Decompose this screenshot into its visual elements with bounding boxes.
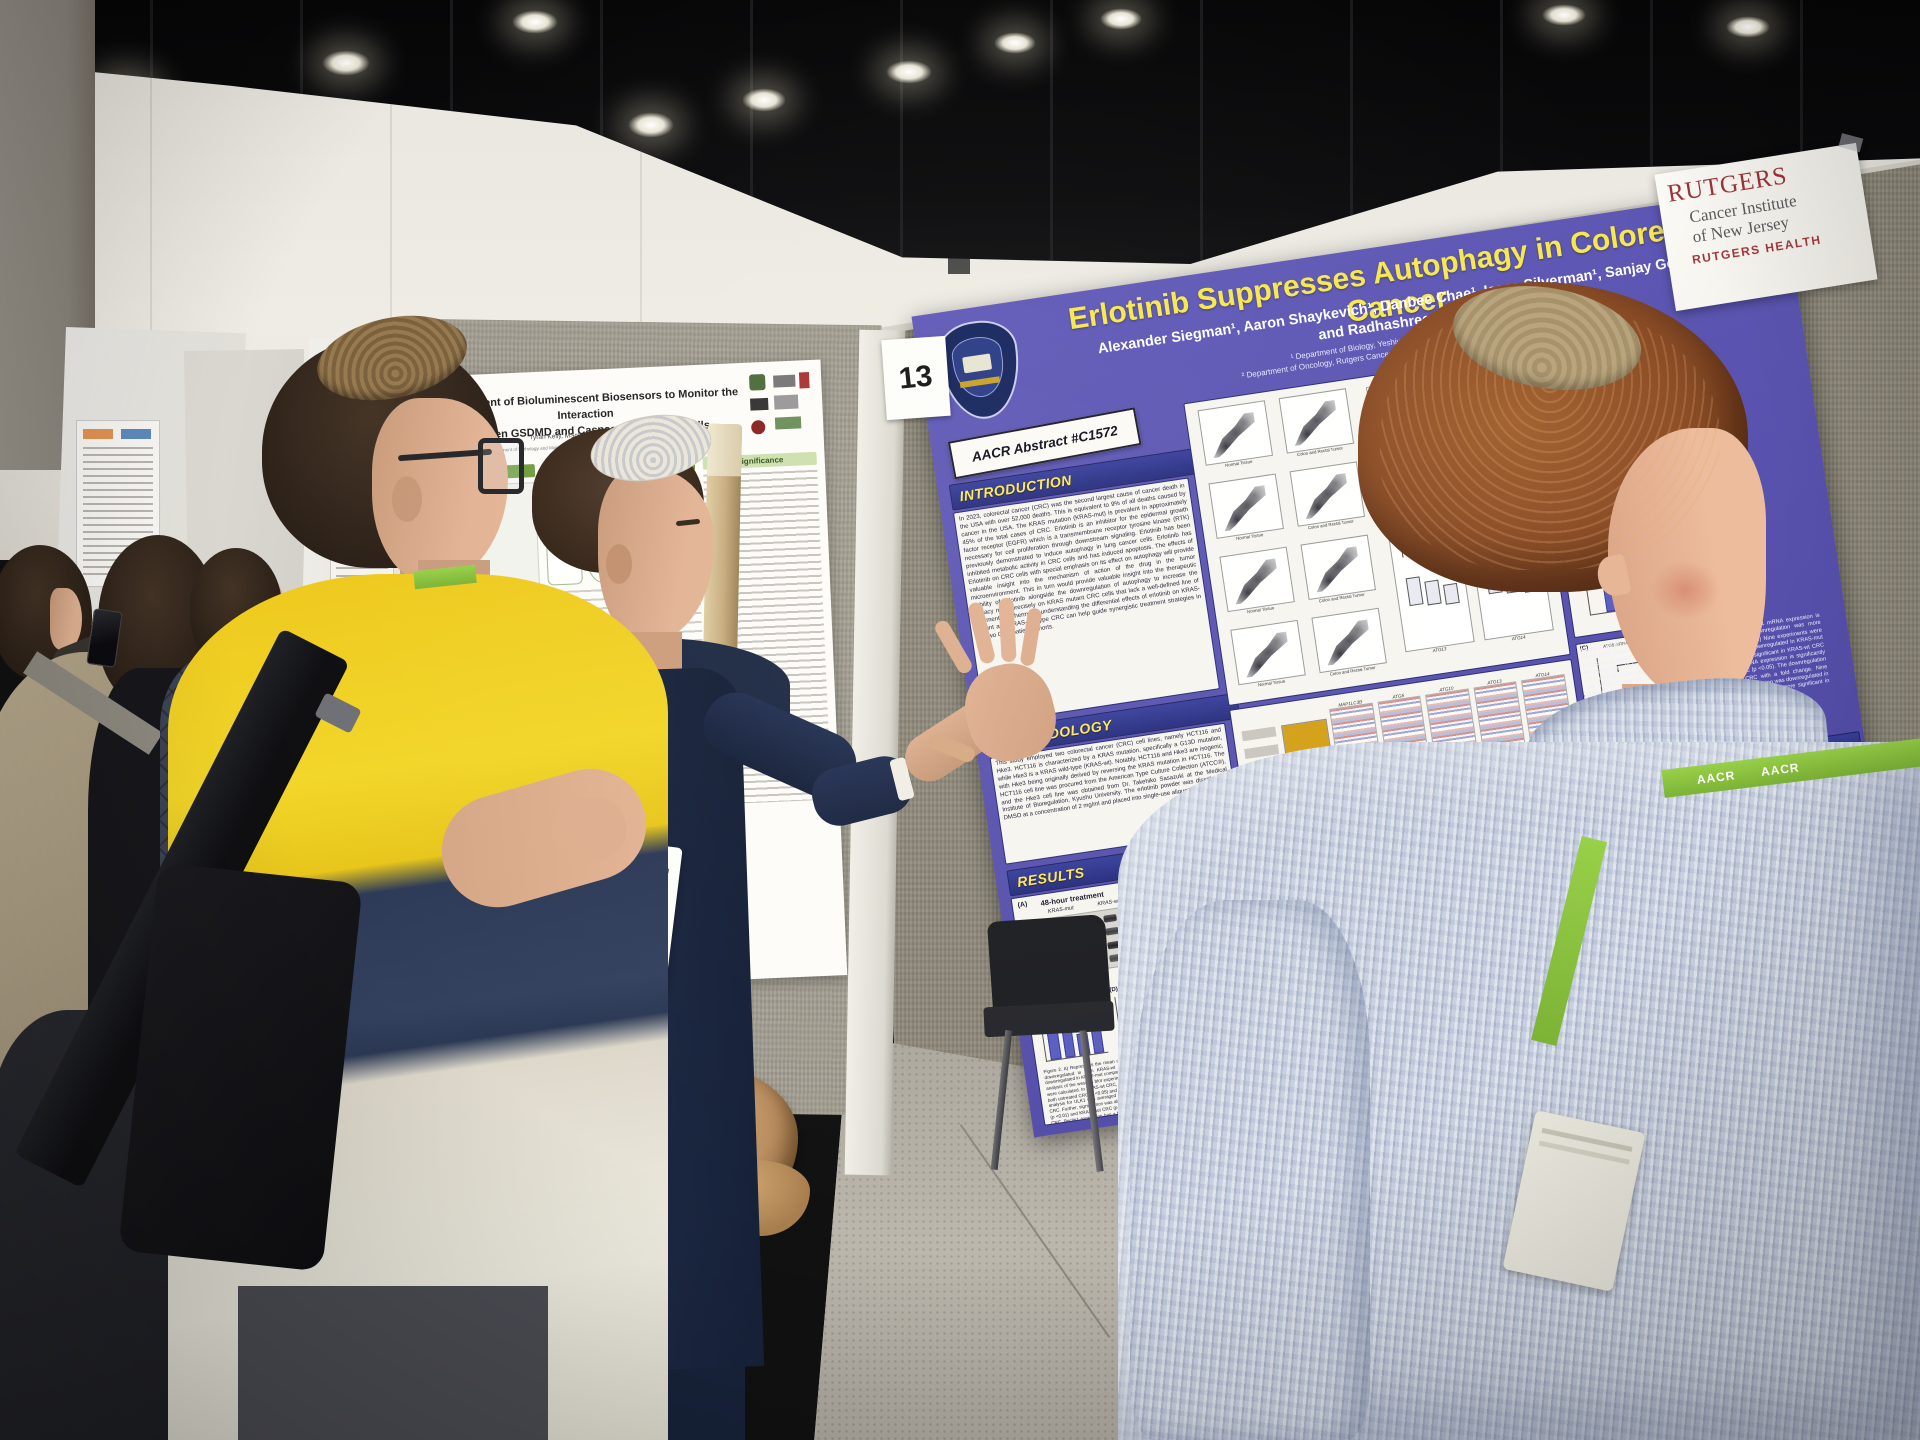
scatter-cell: Normal Tissue bbox=[1224, 617, 1311, 696]
ceiling-light bbox=[886, 60, 932, 84]
partner-logo bbox=[773, 374, 796, 388]
mini-poster-figure bbox=[83, 429, 113, 439]
scatter-cell: Colon and Rectal Tumor bbox=[1272, 386, 1359, 465]
messenger-bag bbox=[118, 862, 363, 1272]
sweater-arm bbox=[1130, 900, 1370, 1440]
blot-group-label: KRAS-wt bbox=[1096, 898, 1120, 908]
chair-back bbox=[986, 913, 1112, 1015]
ceiling-light bbox=[994, 32, 1036, 54]
wall-seam bbox=[390, 100, 392, 500]
scatter-plot bbox=[1278, 388, 1355, 454]
mini-poster-figure bbox=[121, 429, 151, 439]
partner-logo bbox=[750, 420, 766, 435]
partner-logo bbox=[748, 373, 766, 391]
wall-seam bbox=[150, 60, 152, 480]
scatter-plot bbox=[1208, 473, 1284, 539]
partner-logo bbox=[798, 372, 810, 389]
presenter-pants bbox=[238, 1286, 548, 1440]
chair-leg bbox=[1079, 1030, 1104, 1172]
scatter-plot bbox=[1197, 400, 1274, 466]
pole-cap bbox=[706, 423, 743, 477]
presenter-ear bbox=[392, 476, 422, 522]
ceiling-light bbox=[628, 112, 674, 138]
scatter-plot bbox=[1311, 607, 1387, 674]
scatter-cell: Colon and Rectal Tumor bbox=[1294, 532, 1381, 611]
abstract-tag-text: AACR Abstract #C1572 bbox=[970, 422, 1119, 465]
partner-logo bbox=[773, 394, 799, 410]
attendee-face bbox=[50, 588, 82, 650]
lanyard-text: AACR bbox=[1695, 768, 1737, 787]
scatter-plot bbox=[1230, 619, 1306, 686]
panel-number: 13 bbox=[897, 359, 935, 396]
ceiling-light bbox=[1726, 16, 1770, 38]
ceiling-light bbox=[1542, 4, 1586, 26]
scatter-cell: Colon and Rectal Tumor bbox=[1305, 605, 1392, 684]
glasses-rim bbox=[478, 438, 524, 494]
results-panel-a-label: (A) bbox=[1017, 900, 1028, 910]
panel-number-tag: 13 bbox=[881, 335, 951, 421]
scatter-cell: Normal Tissue bbox=[1213, 544, 1300, 623]
chair-leg bbox=[990, 1030, 1013, 1170]
scatter-plot bbox=[1289, 461, 1366, 527]
ceiling-light bbox=[322, 50, 370, 76]
attendee-cheek-flush bbox=[1650, 560, 1720, 620]
scatter-cell: Normal Tissue bbox=[1202, 471, 1289, 550]
partner-logo bbox=[774, 416, 802, 430]
chair-seat bbox=[983, 1000, 1115, 1038]
ceiling-light bbox=[512, 10, 558, 34]
ceiling-light bbox=[742, 88, 786, 112]
partner-logo bbox=[750, 397, 769, 411]
ceiling-light bbox=[1100, 8, 1142, 30]
folding-chair bbox=[980, 913, 1130, 1180]
scatter-cell: Normal Tissue bbox=[1191, 398, 1278, 477]
blot-group-label: KRAS-mut bbox=[1047, 905, 1075, 915]
presenter-ear bbox=[606, 544, 632, 584]
left-poster-logos bbox=[748, 372, 814, 445]
lanyard-text: AACR bbox=[1760, 760, 1801, 779]
scatter-plot bbox=[1300, 534, 1376, 600]
scatter-plot bbox=[1219, 546, 1295, 613]
